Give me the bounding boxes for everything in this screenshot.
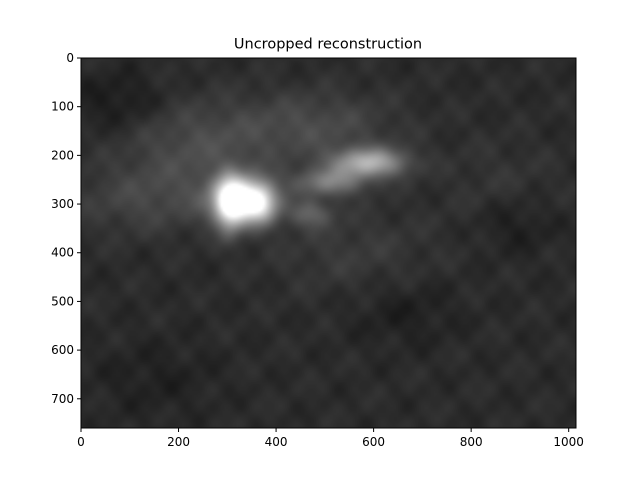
x-tick-label: 200 xyxy=(167,435,190,449)
y-tick-label: 600 xyxy=(51,343,74,357)
y-tick-label: 500 xyxy=(51,294,74,308)
y-tick-label: 300 xyxy=(51,197,74,211)
chart-title: Uncropped reconstruction xyxy=(234,37,422,53)
plot-area xyxy=(80,57,577,429)
x-tick-label: 600 xyxy=(362,435,385,449)
y-tick-label: 200 xyxy=(51,148,74,162)
x-tick-label: 1000 xyxy=(553,435,584,449)
y-tick-label: 0 xyxy=(66,51,74,65)
heatmap-image xyxy=(81,58,576,428)
x-tick-label: 400 xyxy=(265,435,288,449)
x-axis: 0 200 400 600 800 1000 xyxy=(77,428,584,449)
plot-frame xyxy=(80,57,577,429)
x-tick-label: 800 xyxy=(460,435,483,449)
y-axis: 0 100 200 300 400 500 600 700 xyxy=(51,51,81,406)
y-tick-label: 400 xyxy=(51,246,74,260)
y-tick-label: 100 xyxy=(51,100,74,114)
x-tick-label: 0 xyxy=(77,435,85,449)
y-tick-label: 700 xyxy=(51,392,74,406)
